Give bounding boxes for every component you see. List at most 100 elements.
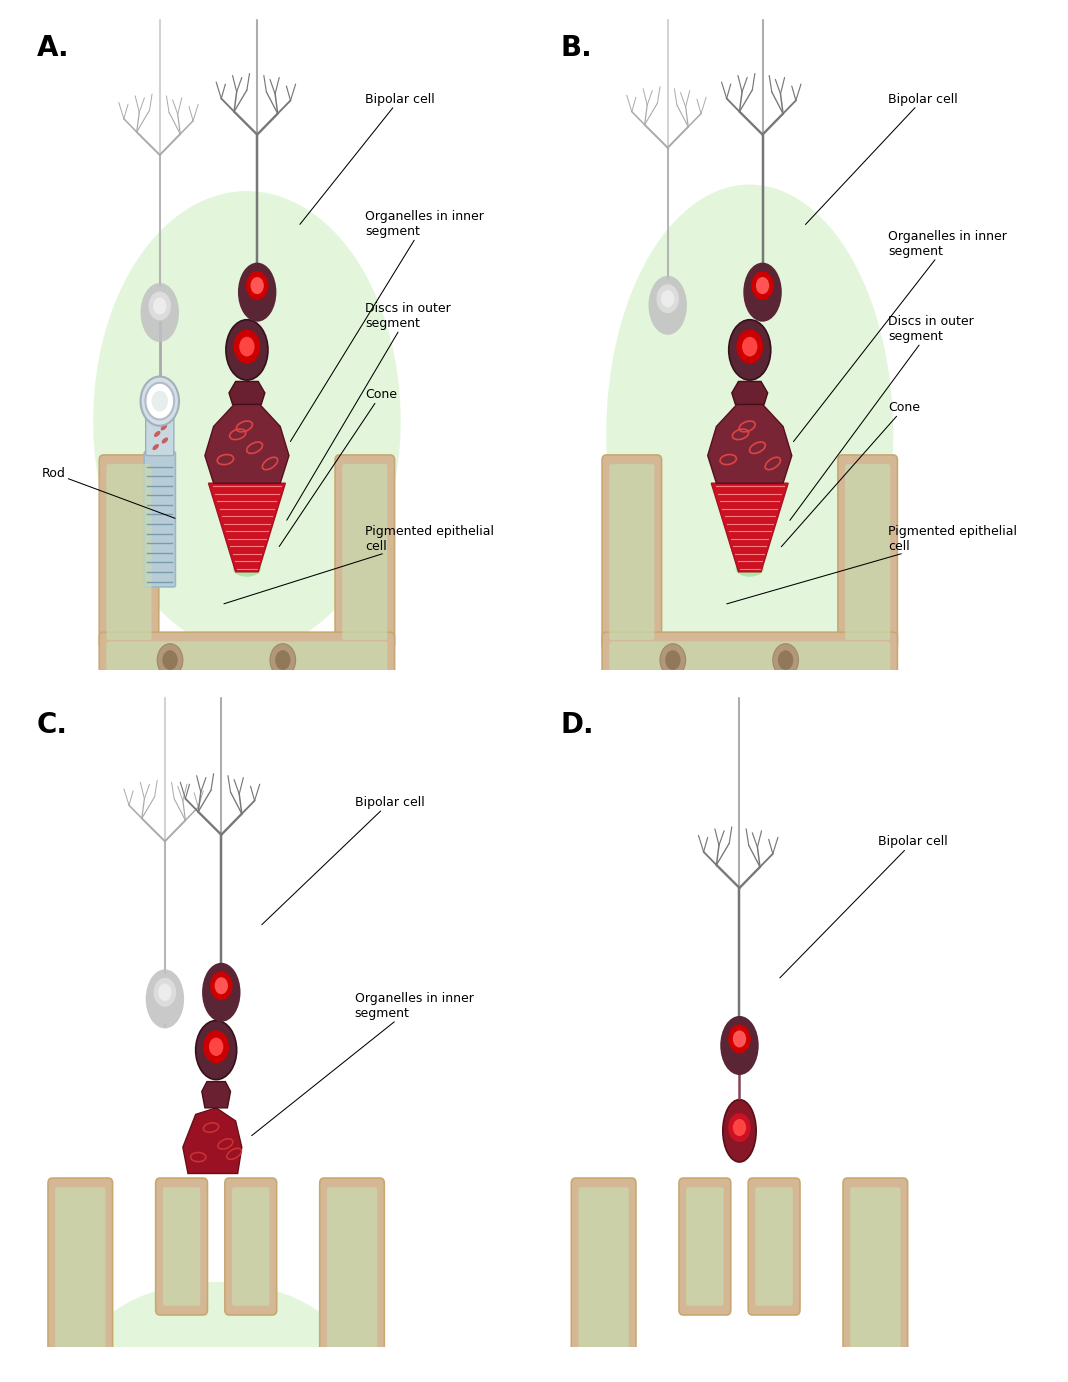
Ellipse shape bbox=[73, 1282, 360, 1382]
Polygon shape bbox=[732, 381, 768, 405]
Ellipse shape bbox=[723, 1100, 756, 1162]
Text: D.: D. bbox=[560, 710, 594, 739]
FancyBboxPatch shape bbox=[571, 1177, 635, 1382]
Circle shape bbox=[145, 383, 174, 420]
Text: Pigmented epithelial
cell: Pigmented epithelial cell bbox=[224, 525, 493, 604]
Circle shape bbox=[728, 1024, 751, 1053]
Circle shape bbox=[657, 285, 679, 314]
Ellipse shape bbox=[238, 263, 277, 322]
FancyBboxPatch shape bbox=[56, 1187, 106, 1382]
FancyBboxPatch shape bbox=[145, 416, 174, 456]
Text: Bipolar cell: Bipolar cell bbox=[300, 93, 435, 224]
Polygon shape bbox=[229, 381, 265, 405]
FancyBboxPatch shape bbox=[609, 641, 891, 680]
Ellipse shape bbox=[154, 431, 160, 437]
FancyBboxPatch shape bbox=[225, 1177, 277, 1314]
Text: Pigmented epithelial
cell: Pigmented epithelial cell bbox=[726, 525, 1017, 604]
Circle shape bbox=[152, 391, 168, 412]
Circle shape bbox=[276, 651, 290, 670]
Circle shape bbox=[733, 1031, 747, 1048]
Circle shape bbox=[661, 290, 674, 307]
Circle shape bbox=[246, 271, 268, 300]
FancyBboxPatch shape bbox=[99, 632, 394, 688]
Circle shape bbox=[148, 292, 171, 321]
Circle shape bbox=[778, 651, 794, 670]
Polygon shape bbox=[708, 405, 791, 484]
FancyBboxPatch shape bbox=[144, 452, 175, 587]
FancyBboxPatch shape bbox=[327, 1187, 377, 1382]
Text: Organelles in inner
segment: Organelles in inner segment bbox=[794, 229, 1007, 442]
Circle shape bbox=[251, 276, 264, 294]
Ellipse shape bbox=[648, 276, 687, 334]
Circle shape bbox=[665, 651, 680, 670]
Ellipse shape bbox=[728, 319, 771, 380]
FancyBboxPatch shape bbox=[850, 1187, 900, 1382]
Ellipse shape bbox=[226, 319, 268, 380]
Text: Discs in outer
segment: Discs in outer segment bbox=[287, 301, 451, 520]
Text: Cone: Cone bbox=[279, 388, 397, 546]
FancyBboxPatch shape bbox=[686, 1187, 724, 1306]
Text: C.: C. bbox=[36, 710, 67, 739]
FancyBboxPatch shape bbox=[843, 1177, 908, 1382]
FancyBboxPatch shape bbox=[602, 632, 897, 688]
Circle shape bbox=[270, 644, 296, 677]
Polygon shape bbox=[205, 405, 289, 484]
Polygon shape bbox=[208, 484, 285, 572]
Ellipse shape bbox=[93, 191, 401, 651]
FancyBboxPatch shape bbox=[107, 464, 152, 640]
Ellipse shape bbox=[720, 1016, 758, 1075]
Ellipse shape bbox=[607, 184, 893, 684]
Ellipse shape bbox=[141, 283, 179, 343]
Ellipse shape bbox=[233, 560, 261, 576]
Circle shape bbox=[773, 644, 799, 677]
Circle shape bbox=[728, 1113, 751, 1142]
FancyBboxPatch shape bbox=[602, 455, 661, 650]
Text: Bipolar cell: Bipolar cell bbox=[262, 796, 424, 925]
Ellipse shape bbox=[195, 1020, 237, 1079]
FancyBboxPatch shape bbox=[319, 1177, 384, 1382]
Circle shape bbox=[756, 276, 769, 294]
Circle shape bbox=[660, 644, 686, 677]
FancyBboxPatch shape bbox=[838, 455, 897, 650]
Circle shape bbox=[209, 1038, 223, 1056]
FancyBboxPatch shape bbox=[755, 1187, 792, 1306]
Circle shape bbox=[154, 978, 176, 1006]
Circle shape bbox=[737, 329, 763, 363]
FancyBboxPatch shape bbox=[107, 641, 388, 680]
Ellipse shape bbox=[153, 444, 159, 451]
Text: B.: B. bbox=[560, 33, 592, 62]
Polygon shape bbox=[183, 1108, 241, 1173]
Text: Cone: Cone bbox=[782, 401, 921, 547]
Circle shape bbox=[162, 651, 177, 670]
Text: A.: A. bbox=[36, 33, 69, 62]
Ellipse shape bbox=[161, 438, 168, 444]
FancyBboxPatch shape bbox=[845, 464, 891, 640]
Text: Bipolar cell: Bipolar cell bbox=[780, 836, 947, 978]
Circle shape bbox=[203, 1031, 229, 1063]
Circle shape bbox=[210, 972, 233, 1001]
Text: Discs in outer
segment: Discs in outer segment bbox=[790, 315, 974, 521]
Text: Bipolar cell: Bipolar cell bbox=[805, 93, 958, 224]
Ellipse shape bbox=[145, 969, 184, 1028]
FancyBboxPatch shape bbox=[579, 1187, 629, 1382]
Circle shape bbox=[742, 337, 757, 357]
Text: Organelles in inner
segment: Organelles in inner segment bbox=[252, 992, 473, 1136]
FancyBboxPatch shape bbox=[232, 1187, 269, 1306]
FancyBboxPatch shape bbox=[162, 1187, 201, 1306]
Circle shape bbox=[239, 337, 254, 357]
Circle shape bbox=[153, 297, 167, 315]
FancyBboxPatch shape bbox=[48, 1177, 112, 1382]
Text: Rod: Rod bbox=[42, 467, 175, 518]
FancyBboxPatch shape bbox=[609, 464, 655, 640]
Text: Organelles in inner
segment: Organelles in inner segment bbox=[290, 210, 484, 441]
Ellipse shape bbox=[202, 963, 240, 1021]
Circle shape bbox=[157, 644, 183, 677]
Polygon shape bbox=[711, 484, 788, 572]
Ellipse shape bbox=[141, 376, 179, 426]
FancyBboxPatch shape bbox=[749, 1177, 800, 1314]
Polygon shape bbox=[202, 1082, 231, 1108]
Circle shape bbox=[215, 977, 227, 994]
FancyBboxPatch shape bbox=[99, 455, 159, 650]
Ellipse shape bbox=[743, 263, 782, 322]
Circle shape bbox=[751, 271, 774, 300]
